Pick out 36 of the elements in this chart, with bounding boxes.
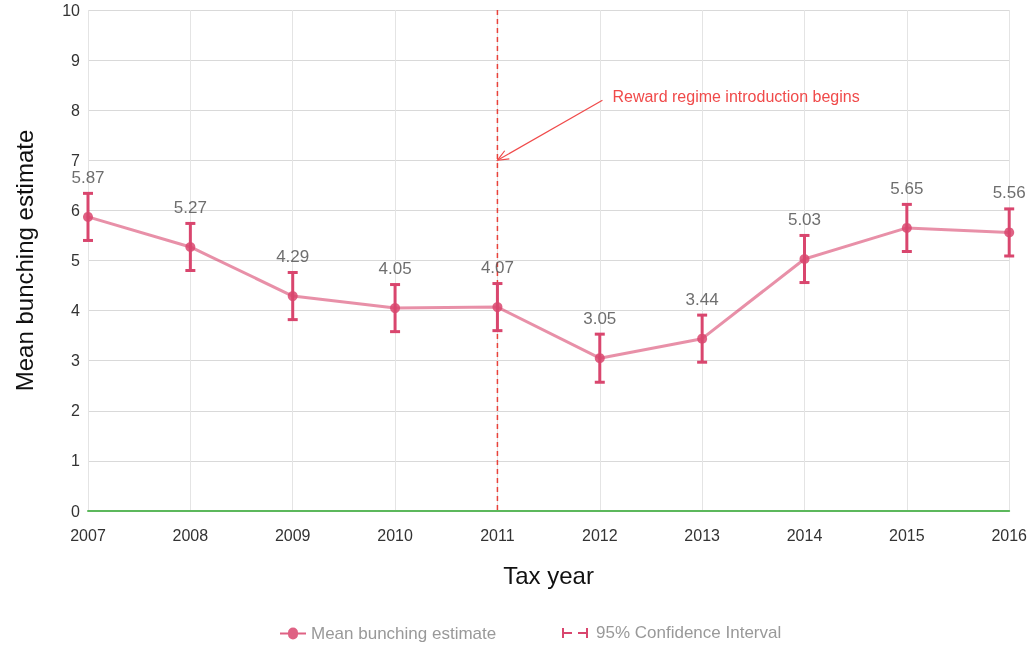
data-label: 4.05 — [378, 259, 412, 279]
x-tick-label: 2011 — [480, 526, 515, 544]
y-tick-label: 6 — [71, 201, 81, 219]
x-tick-label: 2009 — [274, 526, 311, 544]
annotation: Reward regime introduction begins — [612, 87, 860, 105]
y-tick-label: 4 — [71, 302, 81, 320]
x-tick-label: 2012 — [581, 526, 618, 544]
y-tick-label: 2 — [71, 402, 81, 420]
data-label: 5.03 — [787, 210, 822, 229]
text: 95% Confidence Interval — [596, 623, 782, 643]
x-axis-title: Tax year — [503, 561, 594, 589]
y-tick-label: 1 — [71, 452, 81, 470]
y-tick-label: 8 — [71, 101, 81, 119]
x-tick-label: 2016 — [991, 526, 1028, 544]
x-tick-label: 2015 — [889, 526, 925, 544]
y-tick-label: 3 — [71, 352, 81, 370]
x-tick-label: 2008 — [172, 526, 209, 544]
data-label: 3.44 — [685, 289, 719, 309]
y-tick-label: 5 — [71, 252, 81, 269]
x-tick-label: 2007 — [70, 526, 106, 544]
data-label: 3.05 — [583, 309, 617, 329]
data-label: 5.87 — [71, 167, 105, 187]
y-tick-label: 10 — [62, 1, 81, 19]
data-label: 5.27 — [173, 197, 207, 217]
data-label: 5.65 — [890, 178, 924, 198]
legend-label: Mean bunching estimate — [311, 624, 497, 643]
x-tick-label: 2013 — [684, 526, 721, 544]
x-tick-label: 2010 — [377, 526, 413, 544]
y-tick-label: 0 — [71, 502, 81, 520]
y-axis-title: Mean bunching estimate — [10, 129, 38, 392]
data-label: 4.29 — [276, 247, 310, 267]
data-label: 5.56 — [992, 183, 1026, 203]
y-tick-label: 7 — [71, 151, 81, 169]
data-label: 4.07 — [480, 258, 514, 278]
y-tick-label: 9 — [71, 51, 81, 69]
x-tick-label: 2014 — [786, 526, 823, 544]
